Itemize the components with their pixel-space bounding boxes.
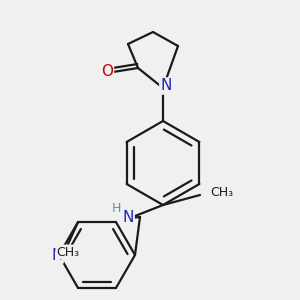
Text: O: O: [101, 64, 113, 80]
Text: N: N: [160, 79, 172, 94]
Text: N: N: [122, 209, 134, 224]
Text: H: H: [111, 202, 121, 215]
Text: CH₃: CH₃: [210, 185, 233, 199]
Text: N: N: [51, 248, 63, 262]
Text: CH₃: CH₃: [56, 246, 80, 259]
